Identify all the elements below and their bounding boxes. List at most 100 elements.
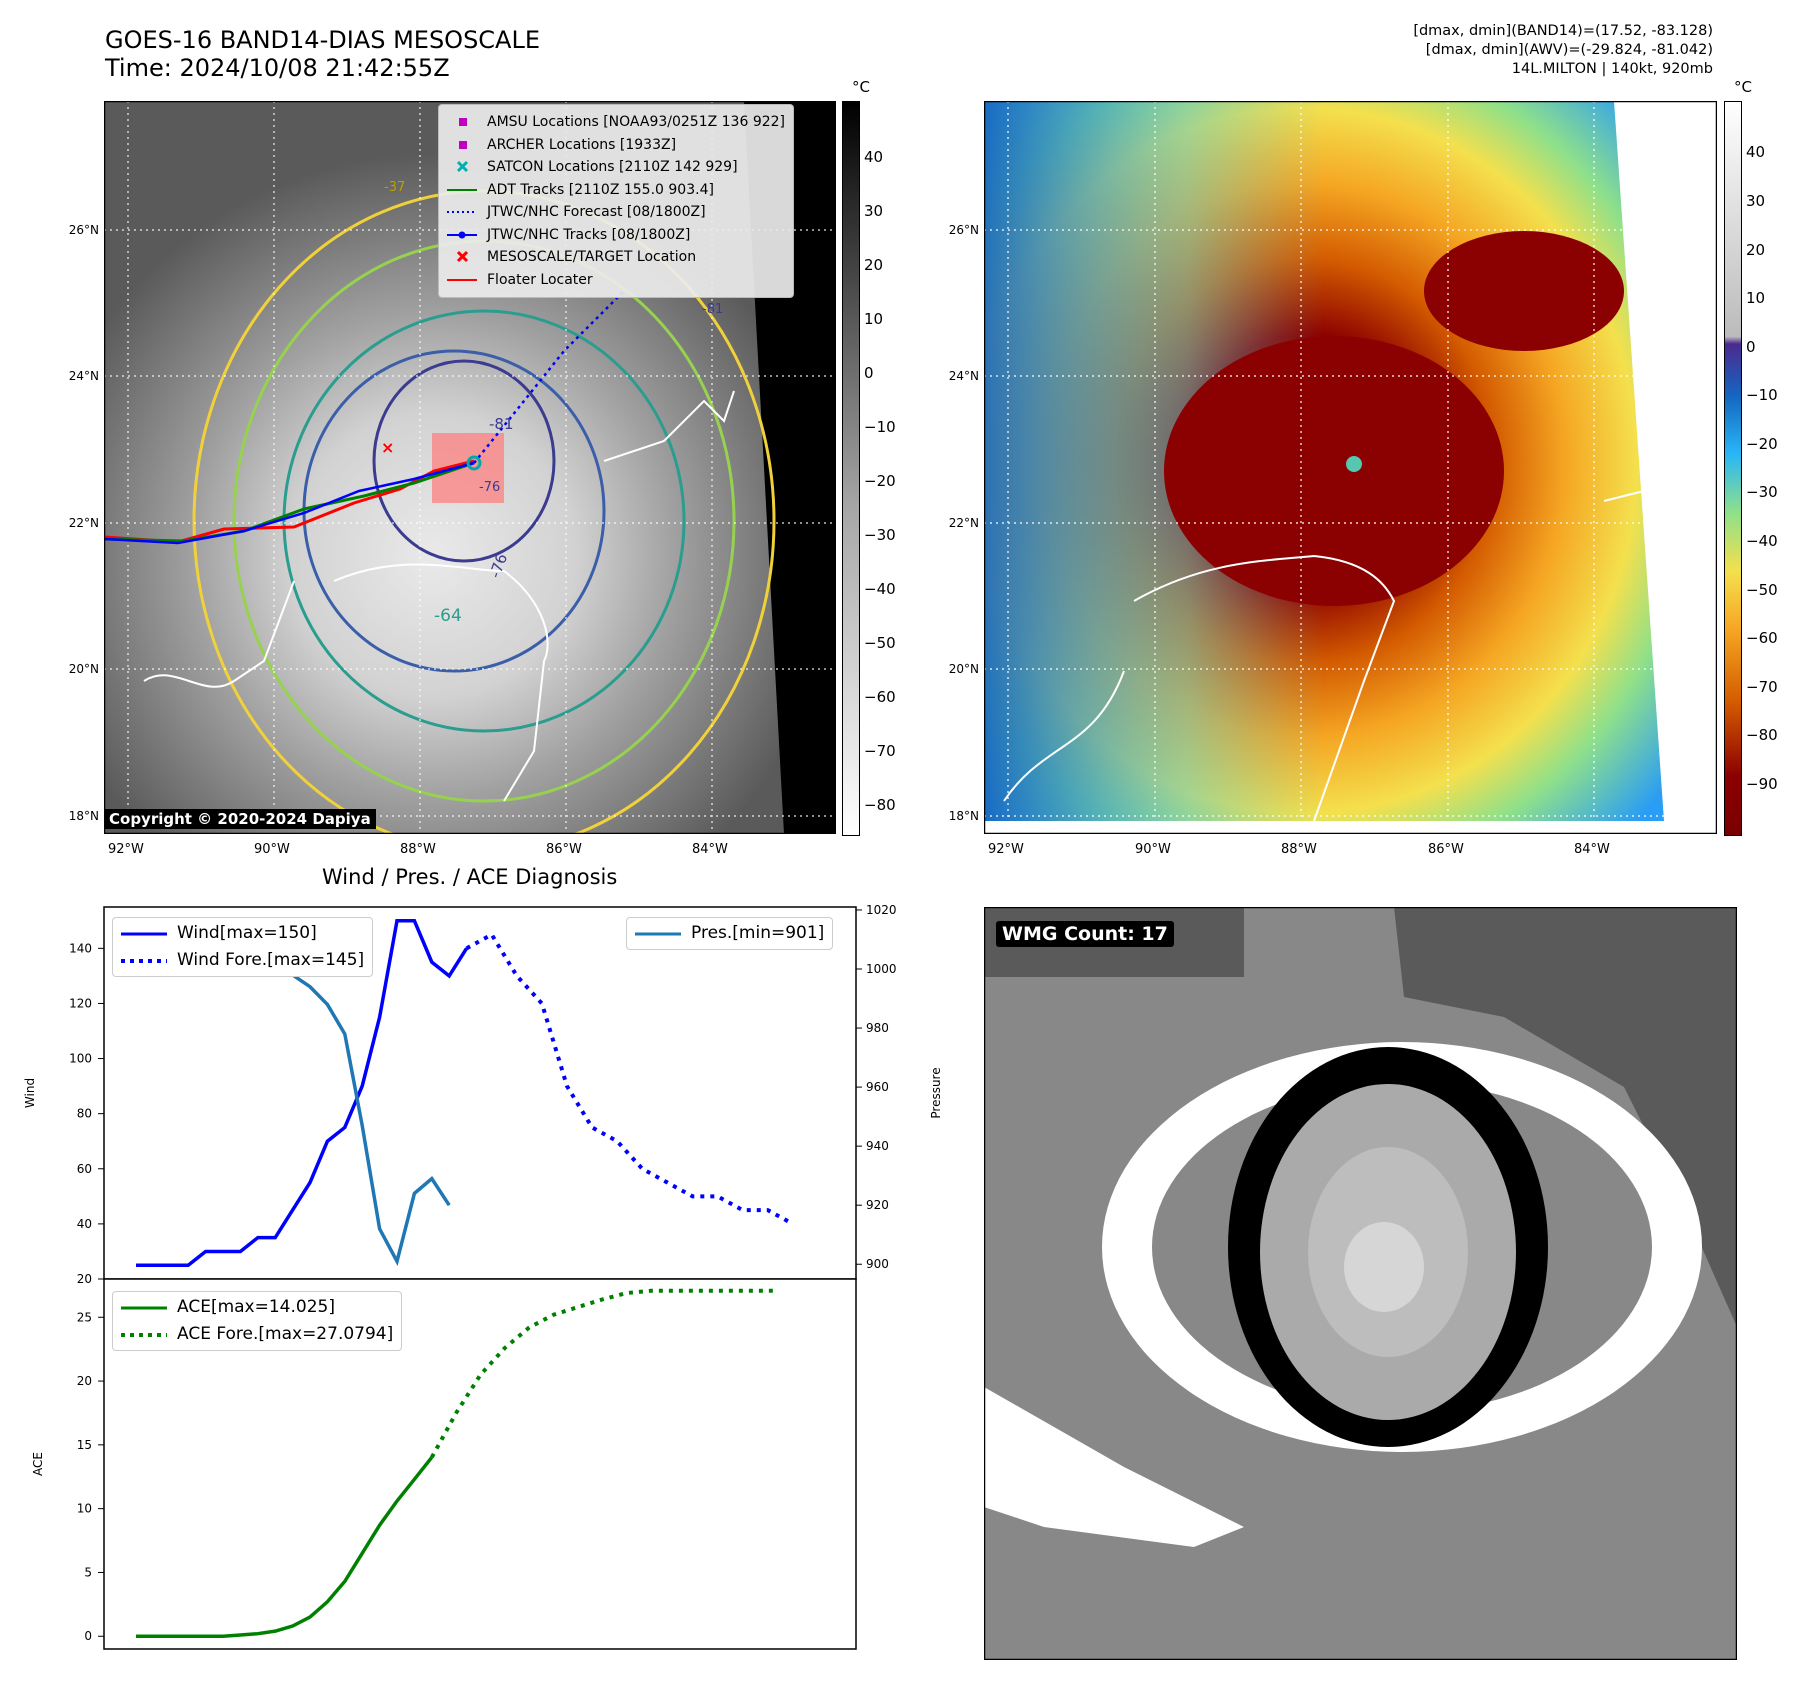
cold-cloud-region	[1424, 231, 1624, 351]
lon-label: 84°W	[692, 842, 728, 857]
contour-label: -64	[434, 606, 462, 626]
pressure-tick-label: 980	[866, 1021, 889, 1035]
lat-label: 22°N	[68, 516, 99, 530]
lon-label: 92°W	[108, 842, 144, 857]
cbar-tick: −50	[864, 634, 896, 652]
pressure-tick-label: 1020	[866, 903, 897, 917]
cbar-tick: 20	[864, 256, 884, 274]
wmg-count-badge: WMG Count: 17	[996, 921, 1174, 947]
cbar-tick: 30	[864, 202, 884, 220]
ace-axis-label: ACE	[31, 1452, 45, 1476]
lat-label: 18°N	[68, 809, 99, 823]
eye	[1346, 456, 1362, 472]
cbar-tick: 0	[864, 364, 874, 382]
chart-title: GOES-16 BAND14-DIAS MESOSCALE	[105, 26, 541, 54]
chart-time: Time: 2024/10/08 21:42:55Z	[105, 54, 450, 82]
legend-item: JTWC/NHC Forecast [08/1800Z]	[447, 204, 706, 220]
wmg-dark-region	[1394, 907, 1737, 1327]
cbar-tick: 30	[1746, 192, 1766, 210]
cbar-tick: −60	[864, 688, 896, 706]
stats-band14: [dmax, dmin](BAND14)=(17.52, -83.128)	[1413, 23, 1713, 39]
storm-center	[466, 455, 482, 471]
pressure-tick-label: 940	[866, 1139, 889, 1153]
awv-colorbar-ticks: 40 30 20 10 0 −10 −20 −30 −40 −50 −60 −7…	[1746, 101, 1796, 834]
legend-item: ACE Fore.[max=27.0794]	[121, 1324, 394, 1344]
right-lon-axis: 92°W 90°W 88°W 86°W 84°W	[984, 842, 1717, 860]
ace-line	[136, 1456, 434, 1638]
wind-line	[136, 919, 469, 1267]
cdo-region	[1164, 336, 1504, 606]
lon-label: 90°W	[1135, 842, 1171, 857]
cbar-tick: −70	[1746, 678, 1778, 696]
left-lon-axis: 92°W 90°W 88°W 86°W 84°W	[104, 842, 836, 860]
cbar-tick: −20	[1746, 435, 1778, 453]
lat-label: 26°N	[68, 223, 99, 237]
colorbar-unit: °C	[852, 78, 870, 96]
lat-label: 20°N	[68, 662, 99, 676]
ace-tick-label: 25	[77, 1310, 92, 1324]
lat-label: 26°N	[948, 223, 979, 237]
cbar-tick: −80	[864, 796, 896, 814]
wind-tick-label: 60	[77, 1162, 92, 1176]
legend-item: Pres.[min=901]	[635, 923, 825, 943]
awv-map-panel	[983, 100, 1718, 835]
ace-tick-label: 5	[84, 1565, 92, 1579]
lat-label: 24°N	[948, 369, 979, 383]
lon-label: 84°W	[1574, 842, 1610, 857]
contour-label: -81	[702, 302, 723, 317]
cbar-tick: −60	[1746, 629, 1778, 647]
band14-map-panel: × -81 -76 -76 -64 -37 -81 AMSU Locations…	[103, 100, 837, 853]
legend-item: SATCON Locations [2110Z 142 929]	[447, 156, 785, 179]
lon-label: 88°W	[400, 842, 436, 857]
lat-label: 24°N	[68, 369, 99, 383]
lon-label: 90°W	[254, 842, 290, 857]
cbar-tick: 20	[1746, 241, 1766, 259]
lat-label: 18°N	[948, 809, 979, 823]
cbar-tick: −40	[1746, 532, 1778, 550]
legend-item: Wind[max=150]	[121, 923, 317, 943]
legend-item: ACE[max=14.025]	[121, 1297, 335, 1317]
contour-label: -81	[489, 415, 514, 433]
wind-tick-label: 40	[77, 1217, 92, 1231]
cbar-tick: 40	[864, 148, 884, 166]
target-marker: ×	[381, 438, 394, 457]
ace-tick-label: 15	[77, 1438, 92, 1452]
pressure-axis-label: Pressure	[929, 1067, 943, 1118]
wmg-panel: WMG Count: 17	[983, 906, 1738, 1661]
legend-item: ADT Tracks [2110Z 155.0 903.4]	[447, 181, 714, 198]
cbar-tick: −70	[864, 742, 896, 760]
stats-block: [dmax, dmin](BAND14)=(17.52, -83.128) [d…	[1413, 22, 1713, 79]
ace-tick-label: 10	[77, 1502, 92, 1516]
jtwc-track	[103, 461, 475, 545]
cbar-tick: −30	[1746, 483, 1778, 501]
diagnosis-title: Wind / Pres. / ACE Diagnosis	[322, 865, 618, 889]
left-lat-axis: 26°N 24°N 22°N 20°N 18°N	[55, 101, 103, 834]
cbar-tick: −10	[864, 418, 896, 436]
cbar-tick: −80	[1746, 726, 1778, 744]
wmg-image	[983, 906, 1738, 1661]
contour-label: -37	[384, 180, 405, 195]
lat-label: 20°N	[948, 662, 979, 676]
cbar-tick: −20	[864, 472, 896, 490]
contour-label: -76	[479, 480, 500, 495]
cbar-tick: 10	[864, 310, 884, 328]
legend-item: Wind Fore.[max=145]	[121, 950, 365, 970]
wind-tick-label: 80	[77, 1107, 92, 1121]
lon-label: 86°W	[546, 842, 582, 857]
right-lat-axis: 26°N 24°N 22°N 20°N 18°N	[935, 101, 983, 834]
cbar-tick: 40	[1746, 143, 1766, 161]
lon-label: 86°W	[1428, 842, 1464, 857]
map-legend: AMSU Locations [NOAA93/0251Z 136 922] AR…	[438, 104, 795, 298]
cbar-tick: −40	[864, 580, 896, 598]
ace-tick-label: 0	[84, 1629, 92, 1643]
wind-tick-label: 20	[77, 1272, 92, 1286]
wind-legend: Wind[max=150] Wind Fore.[max=145]	[112, 917, 374, 977]
wind-tick-label: 120	[69, 996, 92, 1010]
wind-tick-label: 100	[69, 1052, 92, 1066]
cbar-tick: 10	[1746, 289, 1766, 307]
ace-tick-label: 20	[77, 1374, 92, 1388]
lon-label: 88°W	[1281, 842, 1317, 857]
pressure-tick-label: 960	[866, 1080, 889, 1094]
awv-colorbar	[1724, 101, 1742, 836]
